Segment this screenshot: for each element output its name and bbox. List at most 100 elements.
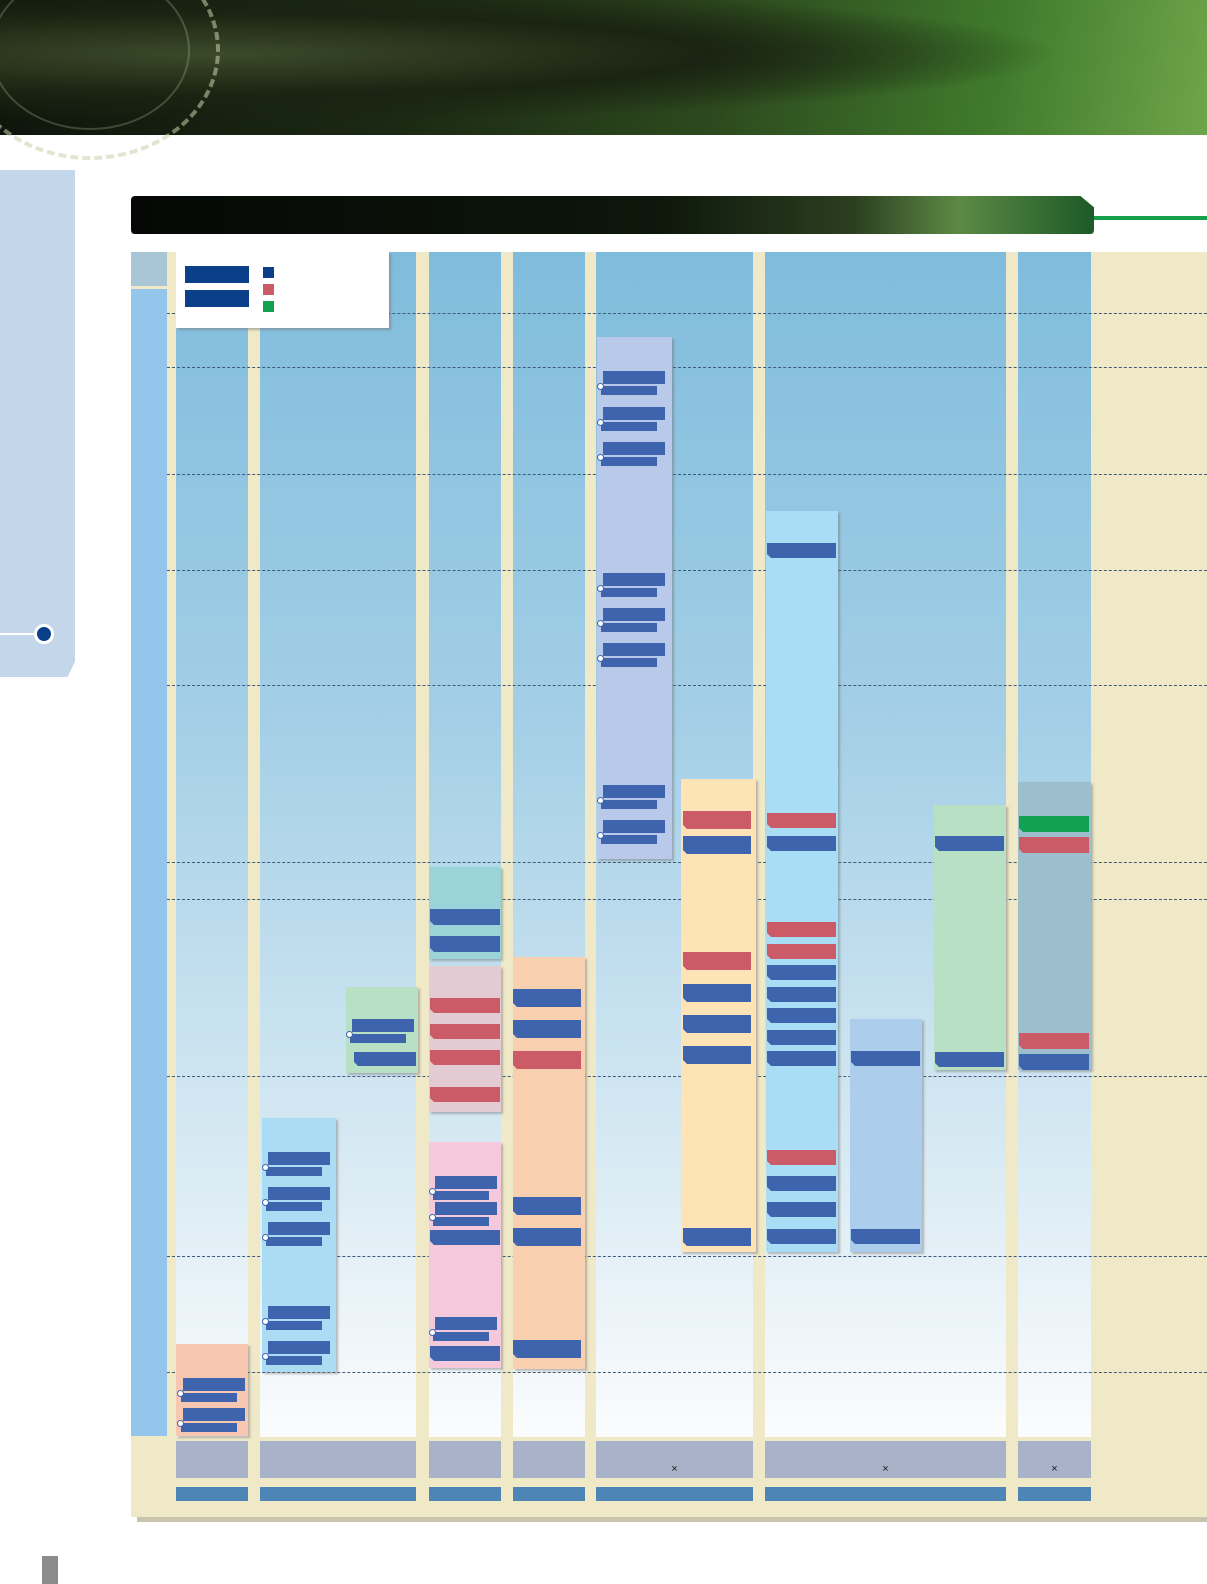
product-item xyxy=(1019,1033,1089,1049)
product-item xyxy=(1019,1054,1089,1070)
product-group-panel xyxy=(262,1118,336,1372)
product-item xyxy=(513,989,581,1007)
product-item xyxy=(597,820,669,852)
year-axis-header xyxy=(131,252,167,286)
camera-lens-ring-icon xyxy=(0,0,220,160)
product-item xyxy=(683,952,751,970)
column-footer-strip xyxy=(260,1487,416,1501)
period-divider xyxy=(167,367,1207,368)
product-item xyxy=(262,1306,334,1338)
product-item xyxy=(767,965,836,980)
column-footer xyxy=(176,1441,248,1478)
year-axis-column xyxy=(131,289,167,1436)
product-item xyxy=(851,1229,920,1244)
product-group-panel xyxy=(176,1344,248,1436)
product-group-panel xyxy=(346,987,418,1073)
product-item xyxy=(683,811,751,829)
product-item xyxy=(597,643,669,675)
product-item xyxy=(513,1020,581,1038)
product-item xyxy=(430,1087,500,1102)
product-item xyxy=(354,1052,416,1066)
product-item xyxy=(851,1051,920,1066)
product-group-panel xyxy=(429,867,501,959)
product-item xyxy=(767,922,836,937)
product-item xyxy=(683,984,751,1002)
product-item xyxy=(683,836,751,854)
column-footer xyxy=(429,1441,501,1478)
side-tab-marker-icon xyxy=(34,624,54,644)
product-item xyxy=(597,608,669,640)
product-item xyxy=(597,442,669,474)
legend-blue-swatch xyxy=(263,267,274,278)
product-item xyxy=(767,543,836,558)
product-item xyxy=(513,1340,581,1358)
product-group-panel xyxy=(1018,782,1091,1070)
product-item xyxy=(346,1019,418,1051)
side-tab xyxy=(0,170,75,677)
product-item xyxy=(767,987,836,1002)
product-item xyxy=(767,1008,836,1023)
column-footer-strip xyxy=(429,1487,501,1501)
product-item xyxy=(1019,816,1089,832)
title-accent-rule xyxy=(1094,216,1207,220)
period-divider xyxy=(167,570,1207,571)
column-footer-strip xyxy=(596,1487,753,1501)
product-item xyxy=(262,1152,334,1184)
product-item xyxy=(429,1317,501,1349)
frame-shadow xyxy=(137,1517,1207,1522)
product-item xyxy=(767,1030,836,1045)
product-group-panel xyxy=(681,779,756,1252)
product-item xyxy=(430,998,500,1013)
product-item xyxy=(513,1197,581,1215)
period-divider xyxy=(167,685,1207,686)
column-footer-strip xyxy=(765,1487,1006,1501)
period-divider xyxy=(167,474,1207,475)
column-footer-strip xyxy=(513,1487,585,1501)
header-banner xyxy=(0,0,1207,160)
product-item xyxy=(683,1015,751,1033)
period-divider xyxy=(167,1256,1207,1257)
product-group-panel xyxy=(934,805,1006,1070)
column-footer: × xyxy=(596,1441,753,1478)
product-group-panel xyxy=(429,966,501,1112)
product-item xyxy=(430,1346,500,1361)
product-item xyxy=(513,1228,581,1246)
product-item xyxy=(430,1050,500,1065)
legend xyxy=(176,252,389,328)
product-item xyxy=(597,407,669,439)
column-footer xyxy=(260,1441,416,1478)
legend-sample-bar xyxy=(185,266,249,283)
product-item xyxy=(767,1176,836,1191)
product-item xyxy=(767,1229,836,1244)
product-item xyxy=(683,1228,751,1246)
column-footer-strip xyxy=(1018,1487,1091,1501)
product-group-panel xyxy=(513,957,585,1369)
column-footer: × xyxy=(1018,1441,1091,1478)
column-footer-strip xyxy=(176,1487,248,1501)
product-item xyxy=(767,1051,836,1066)
product-item xyxy=(1019,837,1089,853)
timeline-column-1 xyxy=(176,252,248,1437)
product-item xyxy=(767,944,836,959)
product-item xyxy=(597,785,669,817)
product-item xyxy=(767,1202,836,1217)
legend-sample-bar-marked xyxy=(185,290,249,307)
product-item xyxy=(597,371,669,403)
product-item xyxy=(935,836,1004,851)
product-group-panel xyxy=(429,1142,501,1368)
product-item xyxy=(177,1408,249,1440)
product-item xyxy=(430,936,500,952)
product-item xyxy=(935,1052,1004,1067)
legend-red-swatch xyxy=(263,284,274,295)
product-group-panel xyxy=(597,337,672,859)
period-divider xyxy=(167,1372,1207,1373)
product-item xyxy=(430,1024,500,1039)
side-tab-rule xyxy=(0,633,45,635)
product-group-panel xyxy=(766,511,838,1252)
page-number-tab xyxy=(42,1556,58,1584)
product-item xyxy=(767,836,836,851)
product-item xyxy=(430,1230,500,1245)
product-item xyxy=(262,1341,334,1373)
product-item xyxy=(767,1150,836,1165)
product-item xyxy=(683,1046,751,1064)
